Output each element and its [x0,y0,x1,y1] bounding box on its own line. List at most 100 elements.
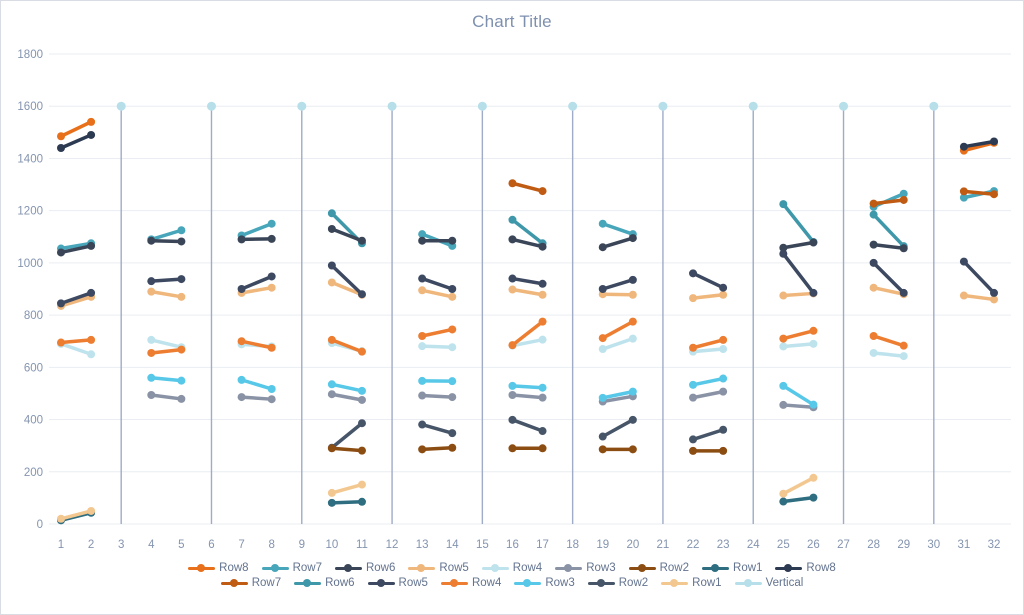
series-marker-Row3b[interactable] [327,380,336,389]
series-marker-Row3[interactable] [267,395,276,404]
series-segment-Row5[interactable] [239,285,274,295]
series-marker-Row4[interactable] [418,342,427,351]
series-segment-Row4b[interactable] [600,319,635,340]
series-marker-Row3[interactable] [147,391,156,400]
legend-item-row5[interactable]: Row5 [408,562,469,574]
series-marker-Row1[interactable] [357,497,366,506]
series-marker-Row4b[interactable] [448,325,457,334]
series-marker-Row4b[interactable] [899,341,908,350]
series-segment-Row3[interactable] [420,393,455,399]
series-marker-Row7[interactable] [959,193,968,202]
series-marker-Row3b[interactable] [689,380,698,389]
series-marker-Row6[interactable] [779,243,788,252]
series-marker-Row5b[interactable] [147,277,156,286]
series-marker-Row5b[interactable] [538,279,547,288]
legend-item-row6[interactable]: Row6 [334,562,395,574]
series-segment-Row7b[interactable] [962,189,996,196]
series-marker-Row3[interactable] [448,393,457,402]
series-segment-Row5b[interactable] [330,263,364,296]
series-marker-Row8[interactable] [87,117,96,126]
series-segment-Row4b[interactable] [239,339,274,350]
series-marker-Row2b[interactable] [628,415,637,424]
series-segment-Row3b[interactable] [600,389,635,400]
series-marker-Row2b[interactable] [538,427,547,436]
series-marker-Row3b[interactable] [538,383,547,392]
series-marker-Row5[interactable] [508,285,517,294]
series-marker-Row4b[interactable] [538,317,547,326]
series-segment-Row5b[interactable] [600,278,635,291]
series-segment-Row7[interactable] [149,228,184,242]
series-marker-Row7b[interactable] [990,190,999,199]
series-segment-Row5[interactable] [59,295,93,308]
series-marker-Row6b[interactable] [779,200,788,209]
series-marker-Row6b[interactable] [869,210,878,219]
series-segment-Row6[interactable] [59,244,93,255]
series-segment-Row4b[interactable] [420,327,455,338]
series-marker-Row4b[interactable] [779,334,788,343]
series-marker-Row6[interactable] [418,236,427,245]
series-marker-Row3b[interactable] [809,400,818,409]
series-segment-Row4[interactable] [781,342,816,349]
series-marker-Row5b[interactable] [418,274,427,283]
series-segment-Row4b[interactable] [59,338,93,345]
series-segment-Row5[interactable] [330,280,364,297]
series-segment-Row2b[interactable] [420,422,455,435]
legend-item-row1[interactable]: Row1 [702,562,762,574]
series-marker-Row1b[interactable] [87,506,96,515]
series-marker-Row5b[interactable] [598,285,607,293]
series-marker-Row4[interactable] [538,335,547,344]
series-marker-Row7[interactable] [418,230,427,239]
series-marker-Row1b[interactable] [779,489,788,498]
legend-item-row8[interactable]: Row8 [188,562,249,574]
series-segment-Row5[interactable] [871,285,906,296]
series-marker-Row3b[interactable] [598,393,607,402]
series-marker-Row7[interactable] [177,226,186,235]
series-marker-Row5[interactable] [959,291,968,300]
series-marker-Row5b[interactable] [448,285,457,293]
series-marker-Row4b[interactable] [357,347,366,356]
series-segment-Row3[interactable] [149,393,184,401]
series-marker-Row5b[interactable] [809,288,818,297]
legend-item-row6[interactable]: Row6 [294,577,355,589]
series-segment-Row4[interactable] [691,347,725,354]
series-segment-Row4b[interactable] [691,338,725,350]
series-segment-Row3[interactable] [510,393,545,400]
series-segment-Row5b[interactable] [871,261,906,295]
series-segment-Row3b[interactable] [330,382,364,393]
series-marker-Row5b[interactable] [779,249,788,258]
series-segment-Row5b[interactable] [781,252,816,295]
series-segment-Row3b[interactable] [781,384,816,407]
series-marker-Row5[interactable] [538,290,547,299]
series-segment-Row6b[interactable] [510,218,545,246]
series-marker-Row3[interactable] [779,400,788,409]
series-marker-Row5[interactable] [719,290,728,299]
series-segment-Row8b[interactable] [59,133,93,150]
series-marker-Row3[interactable] [719,387,728,396]
series-segment-Row4b[interactable] [510,319,545,347]
series-segment-Row4[interactable] [600,336,635,351]
series-segment-Row3[interactable] [781,403,816,410]
series-marker-Row4b[interactable] [689,343,698,352]
series-marker-Row5b[interactable] [357,290,366,299]
series-marker-Row8[interactable] [57,132,65,141]
series-segment-Row3[interactable] [691,389,725,400]
series-segment-Row6[interactable] [149,238,184,244]
series-marker-Row3b[interactable] [177,376,186,385]
series-marker-Row6[interactable] [147,236,156,245]
series-marker-Row2[interactable] [689,446,698,455]
series-marker-Row7b[interactable] [538,187,547,196]
series-segment-Row2b[interactable] [691,427,725,442]
series-marker-Row4b[interactable] [719,335,728,344]
series-marker-Row6[interactable] [869,240,878,249]
series-segment-Row5b[interactable] [239,274,274,291]
series-marker-Row2b[interactable] [598,432,607,441]
series-marker-Row5b[interactable] [990,288,999,297]
series-marker-Row1b[interactable] [327,488,336,497]
series-segment-Row5[interactable] [691,292,725,300]
series-segment-Row6b[interactable] [781,202,816,244]
series-marker-Row6[interactable] [598,243,607,252]
series-marker-Row6[interactable] [508,235,517,244]
series-segment-Row2b[interactable] [510,418,545,433]
series-marker-Row3[interactable] [327,390,336,399]
series-segment-Row4[interactable] [510,337,545,348]
